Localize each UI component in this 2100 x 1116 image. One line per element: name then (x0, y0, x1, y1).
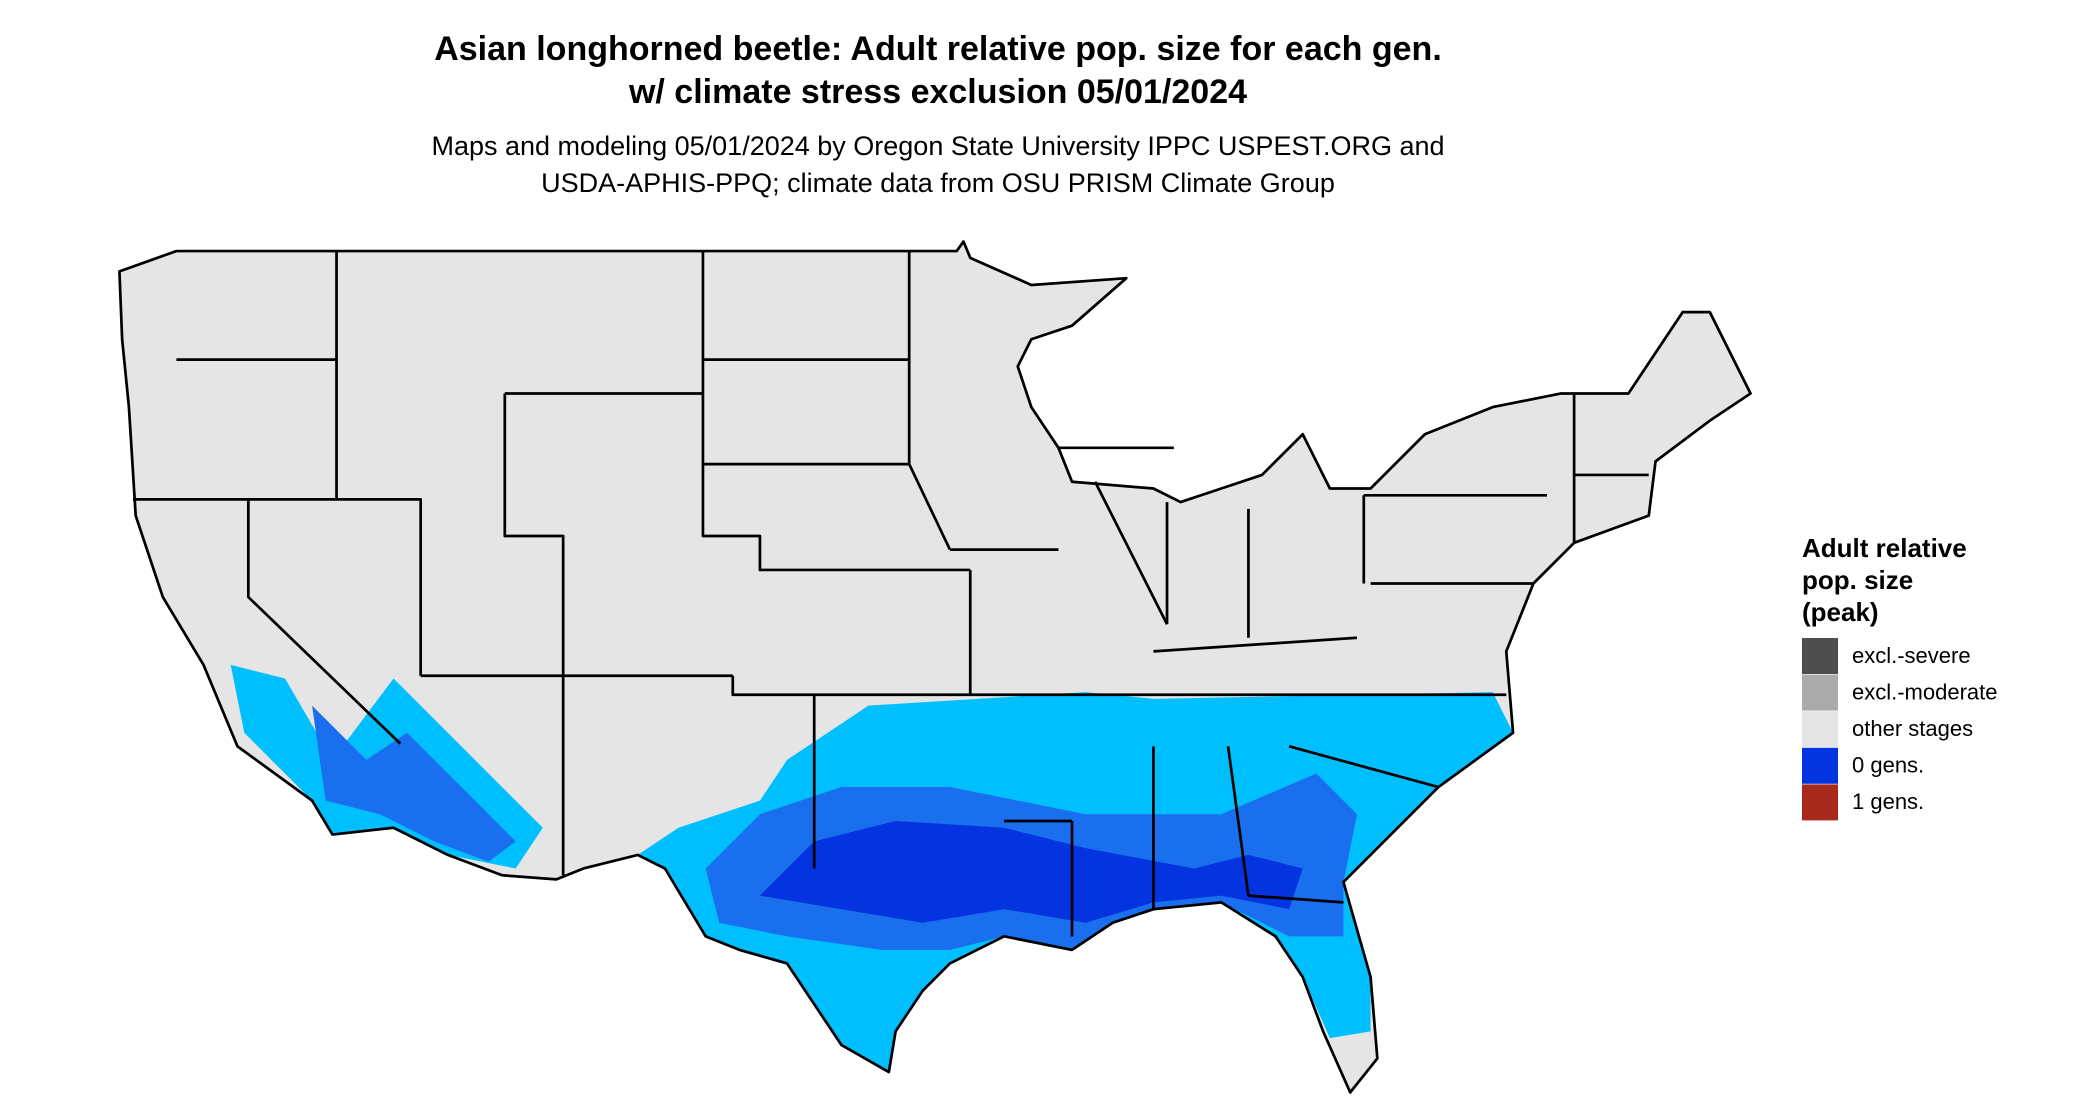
title-line: w/ climate stress exclusion 05/01/2024 (628, 73, 1247, 111)
legend-swatch (1802, 711, 1838, 748)
subtitle-line: Maps and modeling 05/01/2024 by Oregon S… (431, 131, 1444, 161)
zone-dark (759, 820, 1303, 923)
legend-label: 1 gens. (1852, 789, 1924, 814)
us-outline (118, 240, 1752, 1094)
title-line: Asian longhorned beetle: Adult relative … (434, 30, 1442, 68)
state-borders (132, 251, 1649, 937)
legend-label: excl.-severe (1852, 643, 1971, 668)
legend-swatch (1802, 674, 1838, 711)
legend-swatch (1802, 747, 1838, 784)
legend-title: Adult relative (1802, 533, 1967, 563)
legend-title: (peak) (1802, 597, 1879, 627)
legend-label: 0 gens. (1852, 753, 1924, 778)
us-map (118, 240, 1752, 1094)
legend-swatch (1802, 784, 1838, 821)
subtitle-line: USDA-APHIS-PPQ; climate data from OSU PR… (541, 168, 1335, 198)
legend-swatch (1802, 638, 1838, 674)
zone-mid (312, 705, 516, 862)
legend-label: excl.-moderate (1852, 679, 1998, 704)
legend-title: pop. size (1802, 565, 1913, 595)
legend-label: other stages (1852, 716, 1973, 741)
